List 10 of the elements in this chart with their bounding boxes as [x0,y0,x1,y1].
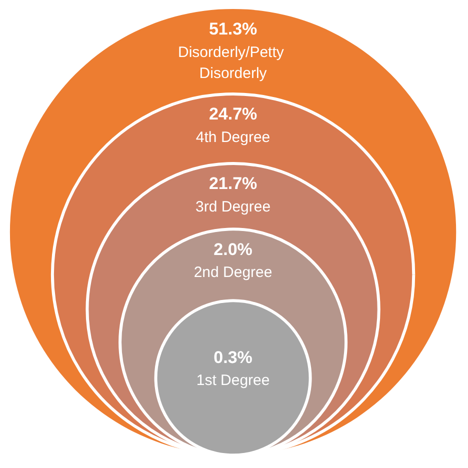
category-label: 1st Degree [196,372,270,390]
category-label: 4th Degree [196,128,270,146]
category-label: 2nd Degree [194,264,272,282]
data-label: 51.3% [208,20,258,39]
data-label: 0.3% [214,348,252,367]
data-label: 2.0% [214,240,252,259]
data-label: 21.7% [208,174,258,194]
category-label: 3rd Degree [196,198,271,216]
category-label: Disorderly/Petty Disorderly [178,44,288,82]
data-label: 24.7% [208,104,258,124]
